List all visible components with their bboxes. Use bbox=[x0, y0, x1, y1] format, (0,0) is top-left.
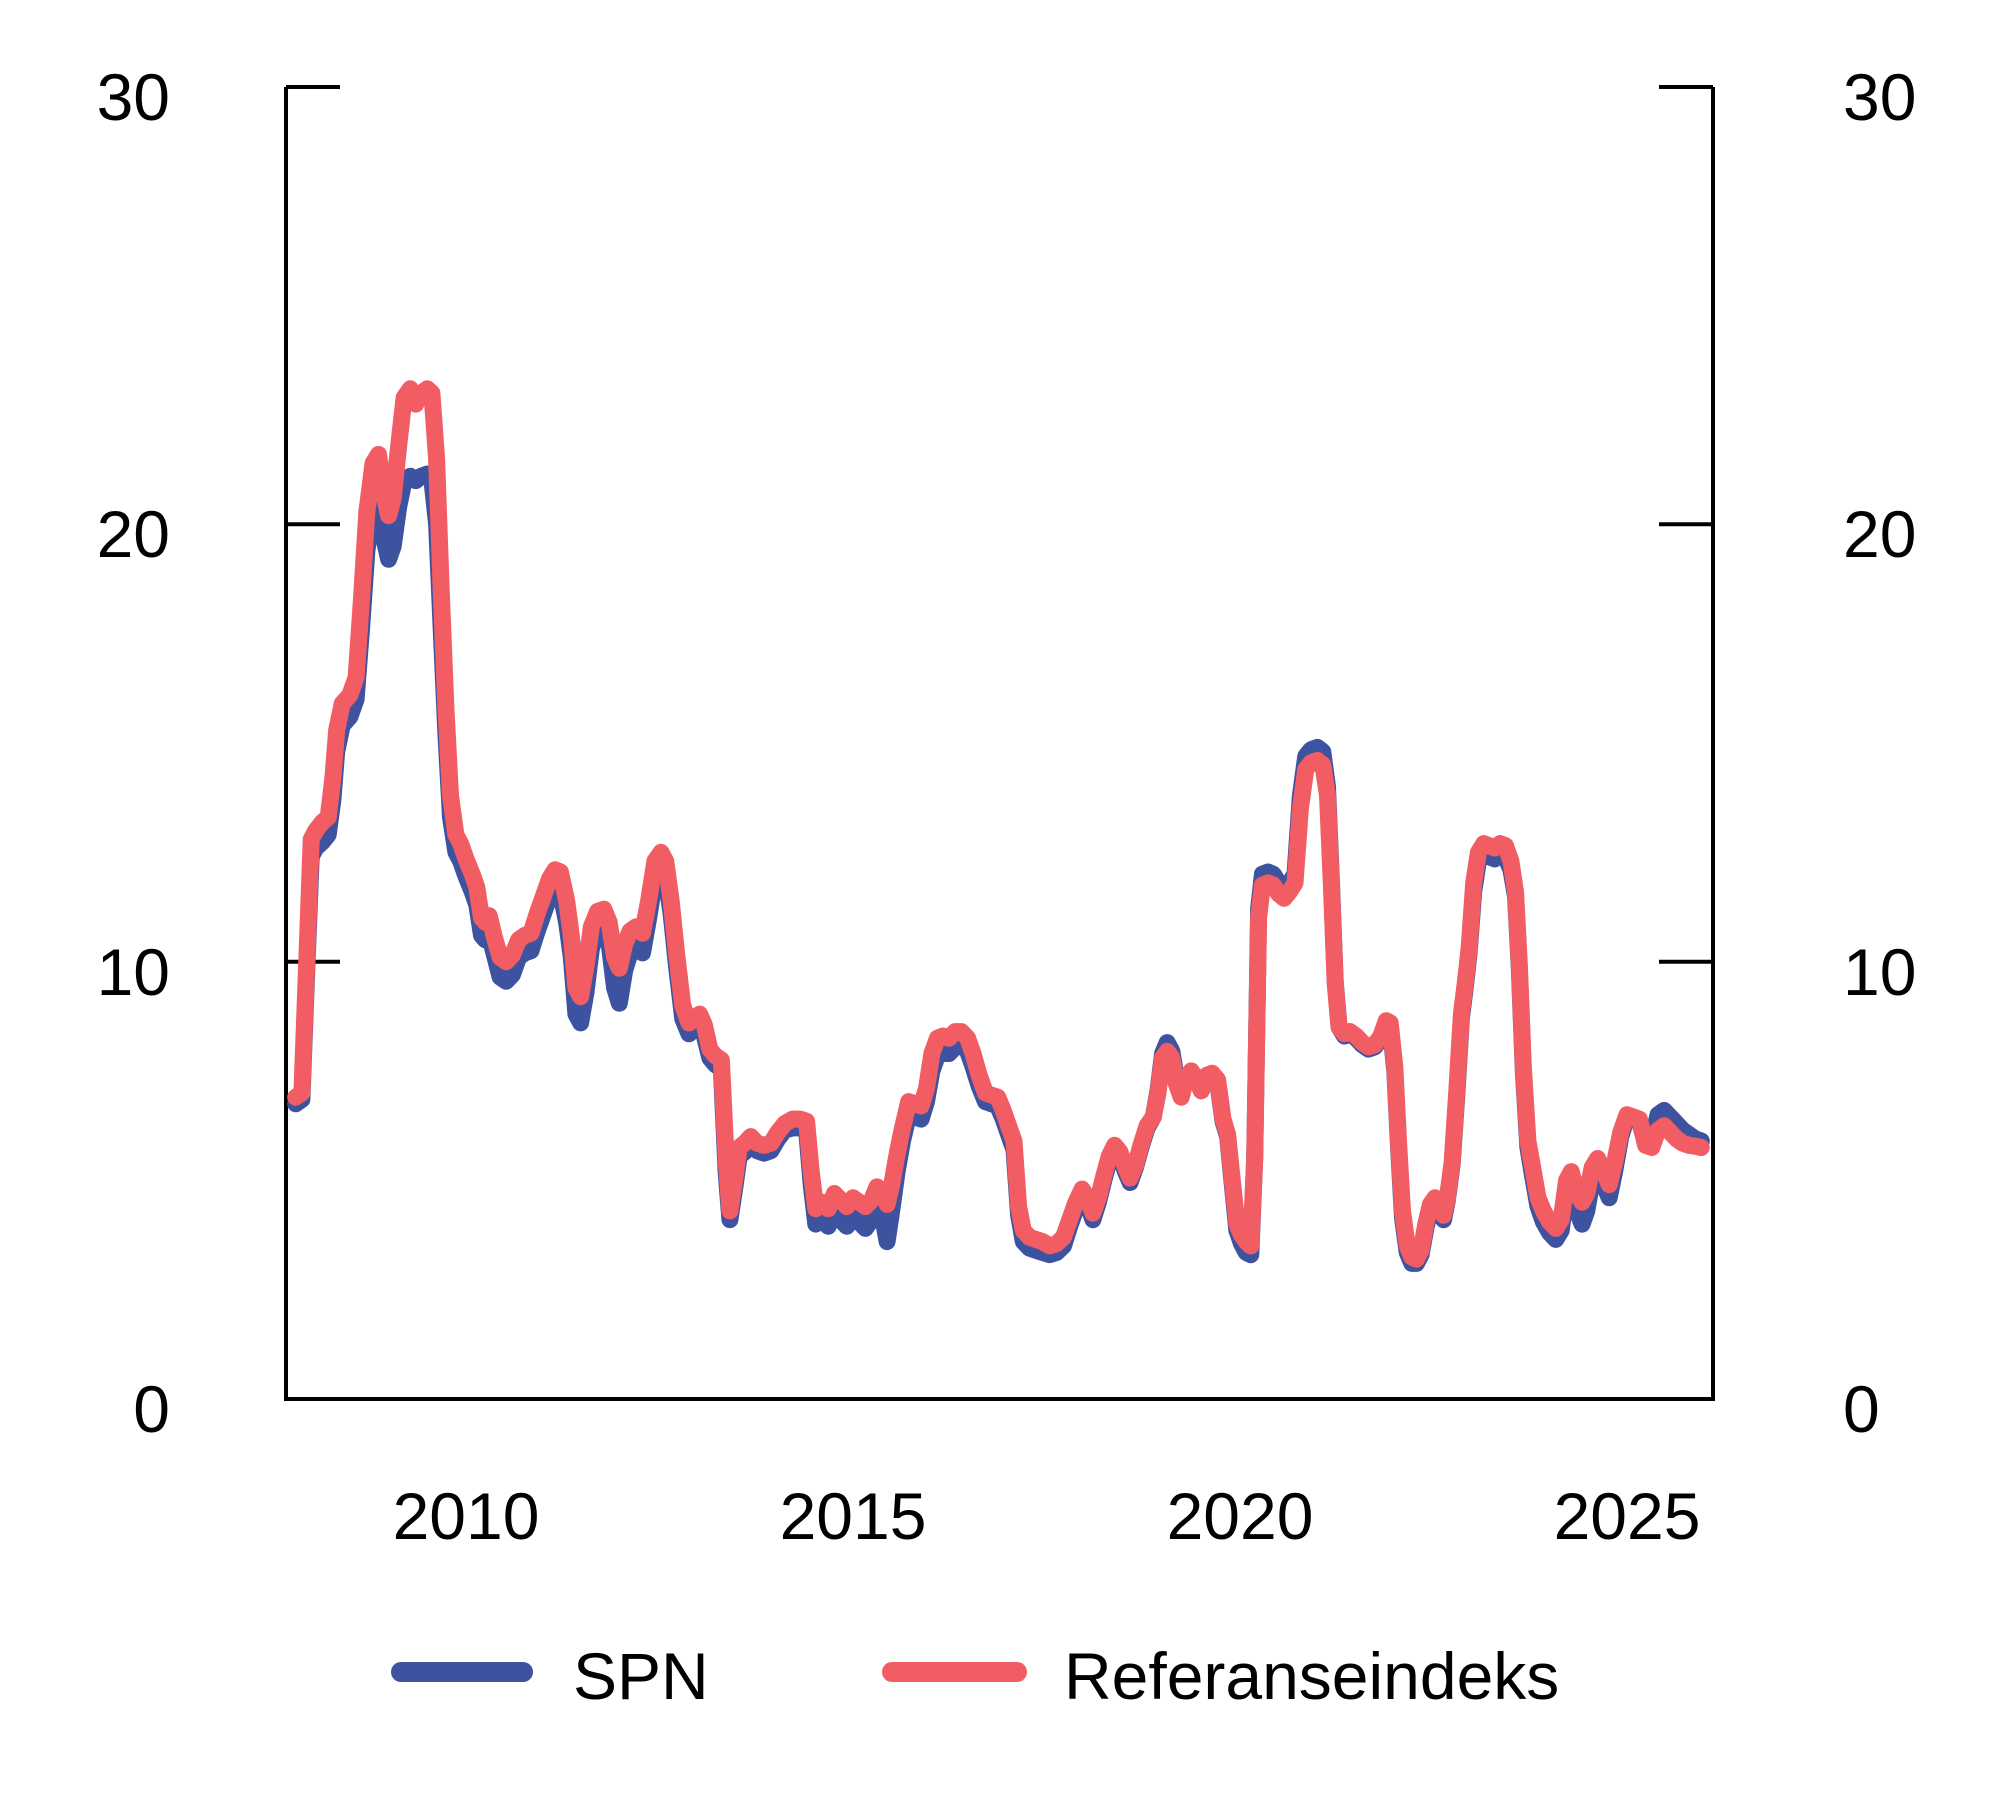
y-axis-label-right-0: 0 bbox=[1843, 1372, 1880, 1446]
x-axis-label-2010: 2010 bbox=[392, 1479, 540, 1553]
legend-swatch-referanseindeks bbox=[882, 1662, 1027, 1682]
y-axis-label-left-10: 10 bbox=[96, 935, 170, 1009]
legend-label-spn: SPN bbox=[573, 1639, 709, 1713]
y-axis-label-right-30: 30 bbox=[1843, 60, 1917, 134]
y-axis-label-left-0: 0 bbox=[133, 1372, 170, 1446]
y-axis-label-right-10: 10 bbox=[1843, 935, 1917, 1009]
x-axis-label-2025: 2025 bbox=[1553, 1479, 1701, 1553]
axis-ticks bbox=[286, 85, 1713, 1401]
legend-label-referanseindeks: Referanseindeks bbox=[1064, 1639, 1560, 1713]
y-axis-label-left-20: 20 bbox=[96, 497, 170, 571]
x-axis-label-2015: 2015 bbox=[779, 1479, 927, 1553]
legend-swatch-spn bbox=[391, 1662, 533, 1682]
y-axis-label-left-30: 30 bbox=[96, 60, 170, 134]
spn-line bbox=[287, 465, 1710, 1272]
referanseindeks-line bbox=[287, 380, 1710, 1268]
axes-frame bbox=[284, 87, 1715, 1401]
y-axis-label-right-20: 20 bbox=[1843, 497, 1917, 571]
x-axis-label-2020: 2020 bbox=[1166, 1479, 1314, 1553]
